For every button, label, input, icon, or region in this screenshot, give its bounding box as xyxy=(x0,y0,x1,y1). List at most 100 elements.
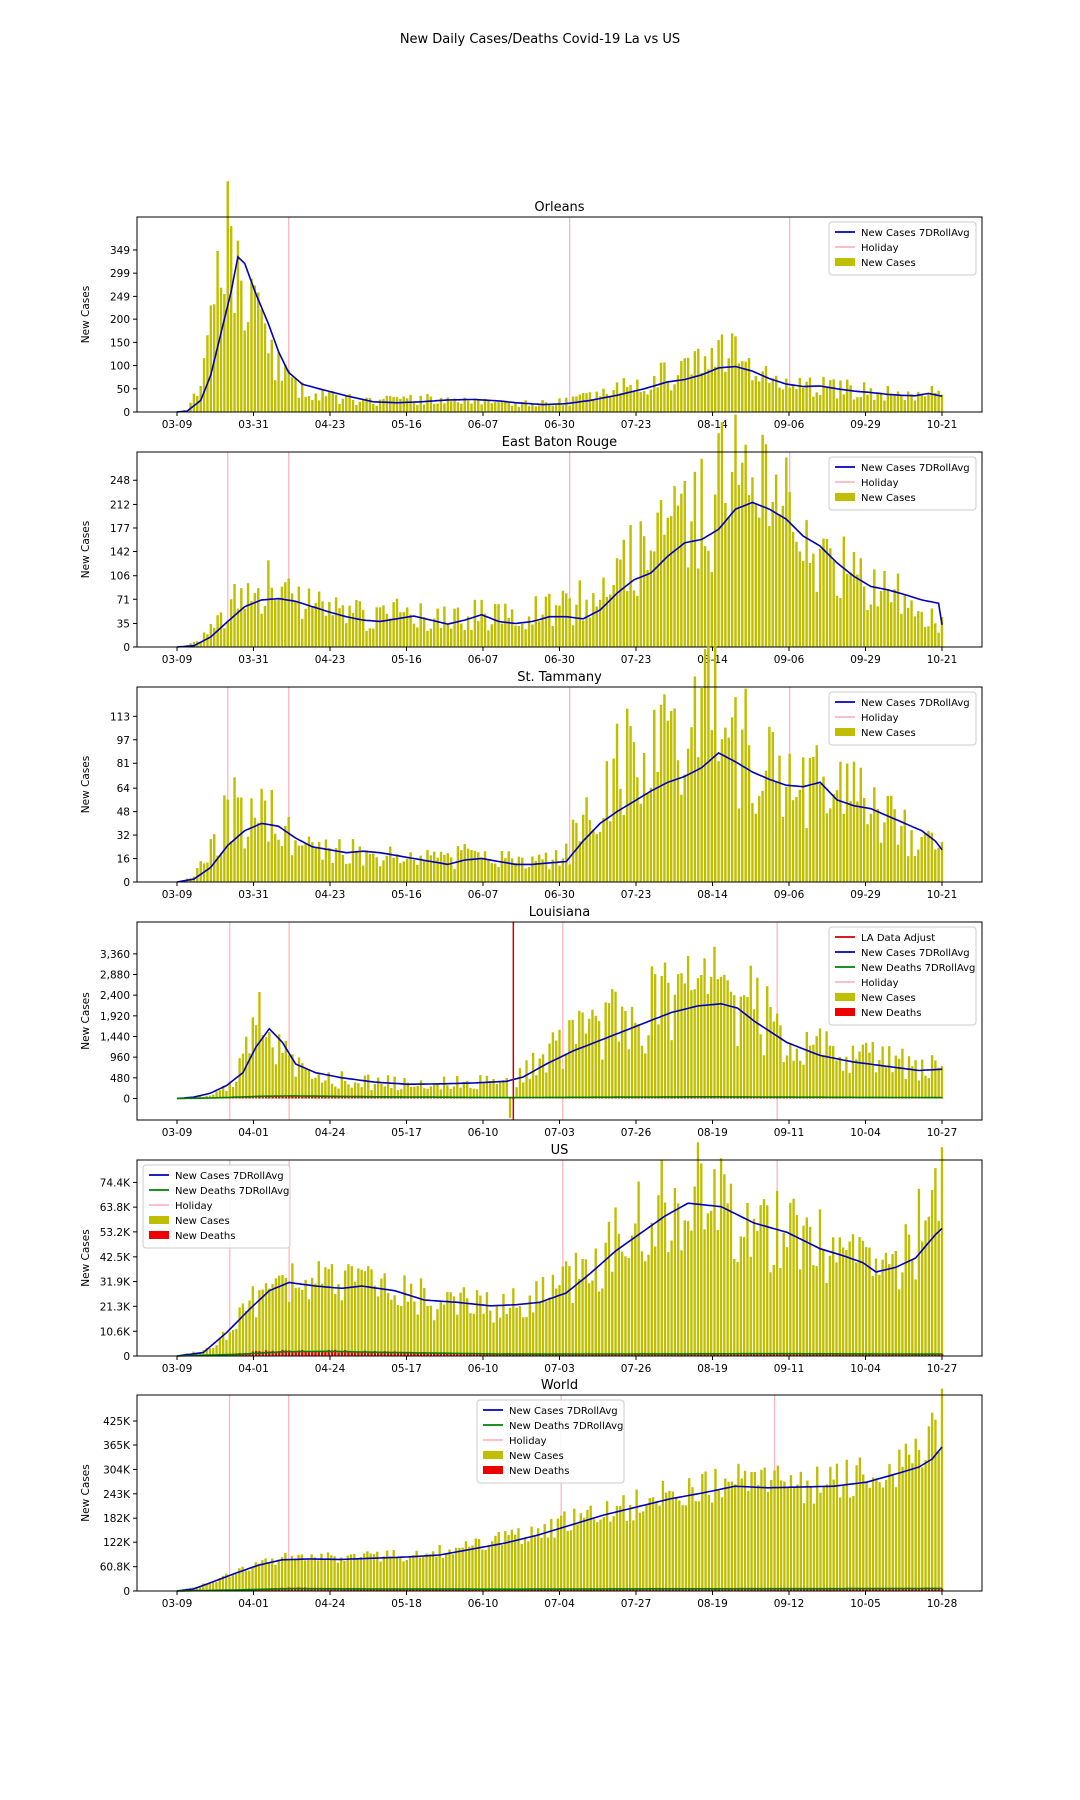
death-bar xyxy=(637,1353,640,1356)
case-bar xyxy=(686,1221,690,1356)
death-bar xyxy=(799,1097,802,1099)
case-bar xyxy=(400,1089,403,1099)
death-bar xyxy=(533,1589,537,1591)
case-bar xyxy=(473,599,477,647)
legend-bar-swatch xyxy=(835,728,855,736)
case-bar xyxy=(327,1269,330,1356)
case-bar xyxy=(779,1025,782,1099)
case-bar xyxy=(747,745,751,882)
case-bar xyxy=(739,1236,743,1356)
case-bar xyxy=(402,861,406,882)
case-bar xyxy=(466,400,470,412)
case-bar xyxy=(835,398,839,412)
case-bar xyxy=(540,1537,543,1591)
death-bar xyxy=(756,1589,760,1591)
case-bar xyxy=(673,994,677,1099)
case-bar xyxy=(612,758,615,882)
x-tick-label: 08-19 xyxy=(697,1598,728,1610)
death-bar xyxy=(785,1097,789,1099)
case-bar xyxy=(848,1241,851,1356)
death-bar xyxy=(704,1589,707,1591)
case-bar xyxy=(792,1060,795,1099)
case-bar xyxy=(597,1021,601,1099)
y-tick-label: 1,440 xyxy=(100,1031,130,1043)
case-bar xyxy=(370,1090,373,1099)
case-bar xyxy=(890,602,893,647)
case-bar xyxy=(251,1017,255,1099)
x-tick-label: 08-14 xyxy=(697,654,728,666)
death-bar xyxy=(785,1354,789,1356)
case-bar xyxy=(663,962,667,1099)
case-bar xyxy=(534,860,538,882)
death-bar xyxy=(612,1588,615,1591)
case-bar xyxy=(737,484,741,647)
death-bar xyxy=(619,1589,622,1591)
case-bar xyxy=(730,471,734,647)
case-bar xyxy=(568,405,571,412)
case-bar xyxy=(334,394,338,412)
case-bar xyxy=(551,405,554,412)
case-bar xyxy=(743,1470,747,1591)
case-bar xyxy=(317,842,321,882)
death-bar xyxy=(469,1353,472,1356)
death-bar xyxy=(762,1353,766,1356)
death-bar xyxy=(367,1352,370,1356)
case-bar xyxy=(311,842,314,882)
death-bar xyxy=(343,1096,347,1099)
case-bar xyxy=(453,608,456,647)
case-bar xyxy=(378,399,382,412)
death-bar xyxy=(573,1589,576,1591)
case-bar xyxy=(778,387,781,412)
case-bar xyxy=(710,572,714,647)
cases-avg-line xyxy=(176,1202,943,1357)
death-bar xyxy=(696,1097,700,1099)
death-bar xyxy=(518,1354,522,1356)
case-bar xyxy=(703,356,707,412)
legend-label: Holiday xyxy=(861,978,899,989)
case-bar xyxy=(221,1575,225,1591)
case-bar xyxy=(691,1487,694,1591)
case-bar xyxy=(736,1046,739,1099)
death-bar xyxy=(868,1588,871,1591)
case-bar xyxy=(271,1558,274,1591)
case-bar xyxy=(635,1489,638,1591)
case-bar xyxy=(587,1283,591,1356)
case-bar xyxy=(669,516,673,647)
case-bar xyxy=(402,1561,405,1591)
case-bar xyxy=(602,817,605,882)
case-bar xyxy=(697,1501,701,1591)
case-bar xyxy=(871,1275,874,1356)
case-bar xyxy=(852,1495,855,1591)
case-bar xyxy=(257,588,260,647)
case-bar xyxy=(900,825,903,882)
case-bar xyxy=(888,1046,891,1099)
case-bar xyxy=(229,841,233,882)
death-bar xyxy=(934,1354,937,1356)
case-bar xyxy=(779,1267,782,1356)
case-bar xyxy=(785,378,788,412)
case-bar xyxy=(920,611,923,647)
death-bar xyxy=(291,1096,294,1099)
death-bar xyxy=(422,1588,425,1591)
case-bar xyxy=(619,1506,622,1591)
case-bar xyxy=(917,1080,921,1099)
case-bar xyxy=(845,1459,848,1591)
case-bar xyxy=(248,1053,251,1099)
death-bar xyxy=(274,1096,278,1099)
case-bar xyxy=(746,1202,749,1356)
case-bar xyxy=(453,869,456,882)
case-bar xyxy=(507,617,510,647)
case-bar xyxy=(245,1310,248,1356)
case-bar xyxy=(359,1556,363,1591)
x-tick-label: 06-30 xyxy=(544,654,575,666)
case-bar xyxy=(238,1307,241,1356)
death-bar xyxy=(428,1588,431,1591)
case-bar xyxy=(607,1003,611,1099)
death-bar xyxy=(766,1589,770,1591)
death-bar xyxy=(330,1350,334,1356)
death-bar xyxy=(861,1353,865,1356)
case-bar xyxy=(453,398,456,412)
x-tick-label: 08-14 xyxy=(697,419,728,431)
death-bar xyxy=(313,1588,317,1591)
case-bar xyxy=(913,616,917,647)
